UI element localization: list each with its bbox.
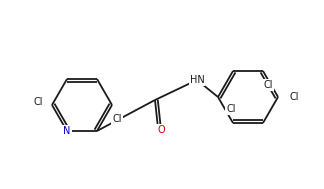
Text: Cl: Cl [226, 104, 236, 114]
Text: Cl: Cl [289, 92, 299, 102]
Text: HN: HN [190, 75, 204, 85]
Text: Cl: Cl [263, 80, 273, 90]
Text: N: N [63, 126, 71, 136]
Text: Cl: Cl [33, 97, 43, 107]
Text: Cl: Cl [112, 114, 122, 124]
Text: O: O [157, 125, 165, 135]
